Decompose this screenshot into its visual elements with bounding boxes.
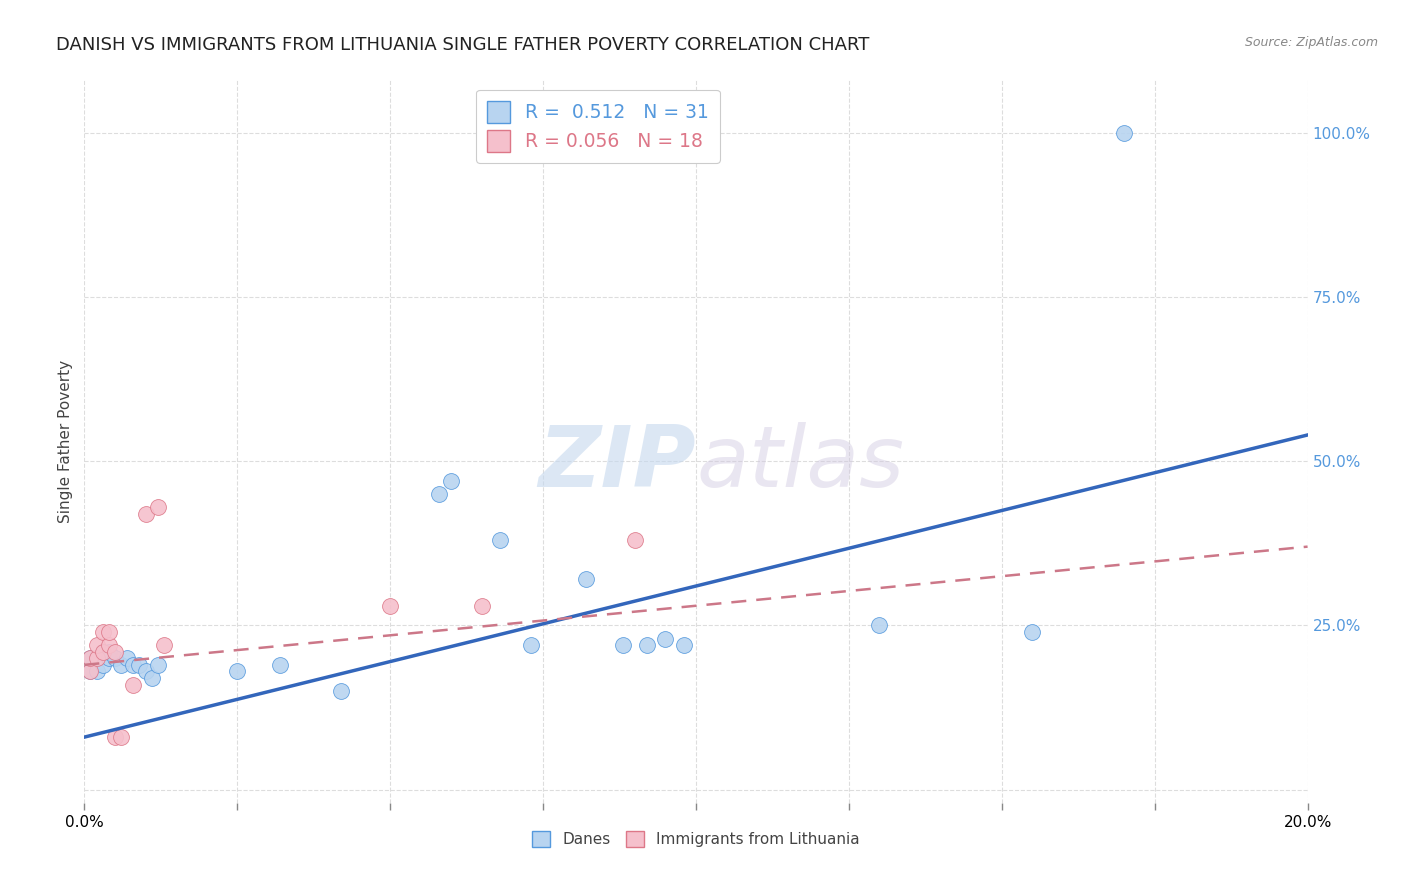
Point	[226, 665, 249, 679]
Point	[135, 507, 157, 521]
Point	[128, 657, 150, 672]
Point	[122, 677, 145, 691]
Point	[86, 651, 108, 665]
Point	[86, 638, 108, 652]
Point	[104, 645, 127, 659]
Point	[330, 684, 353, 698]
Point	[79, 665, 101, 679]
Point	[86, 665, 108, 679]
Point	[86, 651, 108, 665]
Point	[471, 599, 494, 613]
Point	[91, 645, 114, 659]
Point	[672, 638, 695, 652]
Point	[612, 638, 634, 652]
Point	[440, 474, 463, 488]
Point	[869, 618, 891, 632]
Point	[520, 638, 543, 652]
Point	[91, 645, 114, 659]
Text: ZIP: ZIP	[538, 422, 696, 505]
Point	[122, 657, 145, 672]
Point	[97, 645, 120, 659]
Point	[79, 665, 101, 679]
Point	[269, 657, 291, 672]
Point	[146, 500, 169, 515]
Y-axis label: Single Father Poverty: Single Father Poverty	[58, 360, 73, 523]
Point	[624, 533, 647, 547]
Point	[153, 638, 176, 652]
Point	[636, 638, 658, 652]
Text: atlas: atlas	[696, 422, 904, 505]
Point	[135, 665, 157, 679]
Text: Source: ZipAtlas.com: Source: ZipAtlas.com	[1244, 36, 1378, 49]
Point	[79, 651, 101, 665]
Legend: Danes, Immigrants from Lithuania: Danes, Immigrants from Lithuania	[526, 825, 866, 853]
Point	[654, 632, 676, 646]
Point	[146, 657, 169, 672]
Point	[575, 573, 598, 587]
Point	[380, 599, 402, 613]
Point	[79, 651, 101, 665]
Point	[489, 533, 512, 547]
Text: DANISH VS IMMIGRANTS FROM LITHUANIA SINGLE FATHER POVERTY CORRELATION CHART: DANISH VS IMMIGRANTS FROM LITHUANIA SING…	[56, 36, 870, 54]
Point	[97, 638, 120, 652]
Point	[427, 487, 450, 501]
Point	[1021, 625, 1043, 640]
Point	[115, 651, 138, 665]
Point	[97, 625, 120, 640]
Point	[97, 651, 120, 665]
Point	[110, 657, 132, 672]
Point	[1114, 126, 1136, 140]
Point	[91, 657, 114, 672]
Point	[91, 625, 114, 640]
Point	[104, 651, 127, 665]
Point	[104, 730, 127, 744]
Point	[141, 671, 163, 685]
Point	[110, 730, 132, 744]
